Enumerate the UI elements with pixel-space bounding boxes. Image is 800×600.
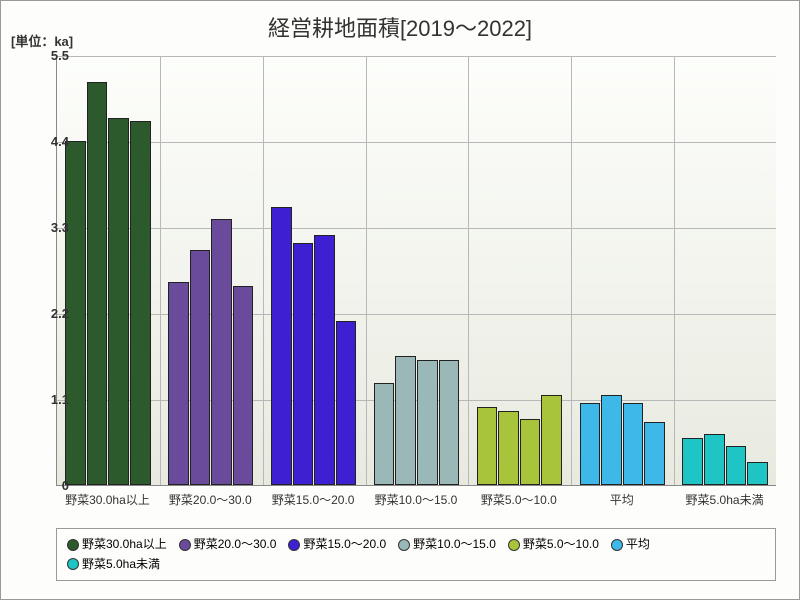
legend-label: 野菜15.0～20.0 xyxy=(303,537,386,551)
gridline-v xyxy=(160,56,161,485)
legend-swatch xyxy=(508,539,520,551)
legend-label: 野菜10.0～15.0 xyxy=(413,537,496,551)
legend-swatch xyxy=(67,539,79,551)
bar xyxy=(336,321,357,485)
y-tick-label: 4.4 xyxy=(29,134,69,149)
bar xyxy=(314,235,335,485)
legend-item: 野菜5.0ha未満 xyxy=(67,555,160,574)
bar xyxy=(498,411,519,485)
legend-label: 野菜20.0～30.0 xyxy=(194,537,277,551)
y-tick-label: 5.5 xyxy=(29,48,69,63)
legend-swatch xyxy=(611,539,623,551)
x-tick-label: 野菜5.0ha未満 xyxy=(673,491,776,508)
bar xyxy=(87,82,108,485)
y-tick-label: 3.3 xyxy=(29,220,69,235)
plot-area xyxy=(56,56,776,486)
legend-swatch xyxy=(398,539,410,551)
bar xyxy=(520,419,541,485)
gridline-h xyxy=(57,56,776,57)
bar xyxy=(271,207,292,485)
gridline-h xyxy=(57,142,776,143)
bar xyxy=(644,422,665,485)
bar xyxy=(293,243,314,485)
legend-item: 野菜15.0～20.0 xyxy=(288,535,386,554)
legend-label: 平均 xyxy=(626,537,650,551)
y-tick-label: 1.1 xyxy=(29,392,69,407)
y-tick-label: 2.2 xyxy=(29,306,69,321)
bar xyxy=(130,121,151,485)
bar xyxy=(190,250,211,485)
x-tick-label: 野菜30.0ha以上 xyxy=(56,491,159,508)
x-tick-label: 野菜20.0～30.0 xyxy=(159,491,262,508)
bar xyxy=(108,118,129,485)
bar xyxy=(747,462,768,485)
gridline-h xyxy=(57,314,776,315)
legend-label: 野菜30.0ha以上 xyxy=(82,537,167,551)
x-tick-label: 野菜5.0～10.0 xyxy=(467,491,570,508)
bar xyxy=(541,395,562,485)
gridline-v xyxy=(366,56,367,485)
bar xyxy=(168,282,189,485)
legend-label: 野菜5.0～10.0 xyxy=(523,537,599,551)
legend-item: 野菜20.0～30.0 xyxy=(179,535,277,554)
bar xyxy=(439,360,460,485)
bar xyxy=(580,403,601,485)
bar xyxy=(395,356,416,485)
bar xyxy=(417,360,438,485)
chart-title: 経営耕地面積[2019～2022] xyxy=(1,11,799,43)
bar xyxy=(233,286,254,485)
x-tick-label: 平均 xyxy=(570,491,673,508)
legend-item: 野菜10.0～15.0 xyxy=(398,535,496,554)
bar xyxy=(704,434,725,485)
legend-swatch xyxy=(179,539,191,551)
bar xyxy=(726,446,747,485)
x-tick-label: 野菜15.0～20.0 xyxy=(262,491,365,508)
gridline-v xyxy=(263,56,264,485)
gridline-v xyxy=(571,56,572,485)
gridline-h xyxy=(57,228,776,229)
bar xyxy=(601,395,622,485)
legend-swatch xyxy=(288,539,300,551)
bar xyxy=(682,438,703,485)
bar xyxy=(211,219,232,485)
legend-item: 平均 xyxy=(611,535,650,554)
bar xyxy=(477,407,498,485)
gridline-v xyxy=(674,56,675,485)
x-tick-label: 野菜10.0～15.0 xyxy=(365,491,468,508)
bar xyxy=(374,383,395,485)
bar xyxy=(623,403,644,485)
gridline-v xyxy=(468,56,469,485)
legend: 野菜30.0ha以上 野菜20.0～30.0 野菜15.0～20.0 野菜10.0～1… xyxy=(56,528,776,581)
legend-item: 野菜5.0～10.0 xyxy=(508,535,599,554)
legend-item: 野菜30.0ha以上 xyxy=(67,535,167,554)
legend-swatch xyxy=(67,558,79,570)
chart-container: 経営耕地面積[2019～2022] [単位：ka] 野菜30.0ha以上野菜20… xyxy=(0,0,800,600)
legend-label: 野菜5.0ha未満 xyxy=(82,557,160,571)
